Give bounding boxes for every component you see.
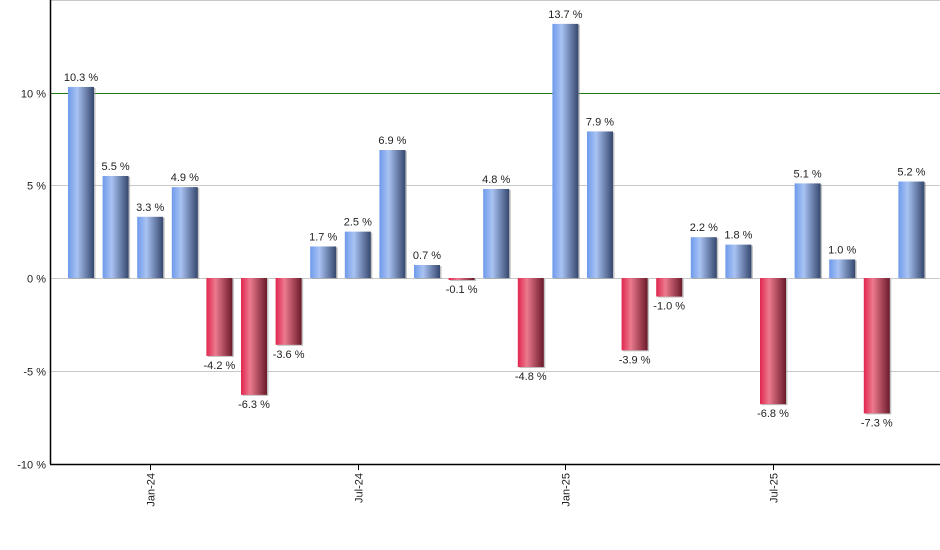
bar-value-label: 10.3 % bbox=[64, 72, 98, 84]
bar bbox=[483, 188, 510, 278]
bar-value-label: -3.6 % bbox=[273, 349, 305, 361]
bar-value-label: -6.3 % bbox=[238, 399, 270, 411]
bar-value-label: 3.3 % bbox=[136, 202, 164, 214]
bar-value-label: 13.7 % bbox=[548, 9, 582, 21]
bar-value-label: -4.8 % bbox=[515, 371, 547, 383]
bar bbox=[552, 23, 579, 278]
axes: -10 % -5 % 0 % 5 % 10 % Jan-24 Jul-24 Jan-25 Jul… bbox=[17, 0, 940, 507]
bar bbox=[656, 278, 683, 297]
bar-value-label: -4.2 % bbox=[204, 360, 236, 372]
bar bbox=[68, 86, 94, 278]
bar bbox=[690, 237, 717, 278]
x-tick-label: Jan-25 bbox=[561, 473, 573, 507]
bar-value-label: 2.2 % bbox=[690, 222, 718, 234]
bar bbox=[863, 278, 890, 414]
bar-value-label: -6.8 % bbox=[757, 408, 789, 420]
bar-value-label: 1.8 % bbox=[724, 230, 752, 242]
bar bbox=[310, 246, 337, 278]
bar-value-label: 5.5 % bbox=[102, 161, 130, 173]
bar-value-label: 2.5 % bbox=[344, 217, 372, 229]
bar bbox=[621, 278, 648, 351]
bar bbox=[794, 183, 821, 278]
bar-value-label: 1.0 % bbox=[828, 244, 856, 256]
bar-value-label: -1.0 % bbox=[653, 301, 685, 313]
bar-value-label: 1.7 % bbox=[309, 231, 337, 243]
y-tick-label: 10 % bbox=[21, 89, 46, 101]
bar bbox=[517, 278, 544, 368]
bar bbox=[414, 265, 440, 278]
bar bbox=[760, 278, 786, 405]
bar bbox=[587, 131, 613, 278]
y-tick-label: -5 % bbox=[23, 367, 46, 379]
x-tick-label: Jul-24 bbox=[354, 473, 366, 503]
bar-value-label: 5.1 % bbox=[794, 168, 822, 180]
bar-value-label: 7.9 % bbox=[586, 116, 614, 128]
bar bbox=[102, 175, 129, 278]
bar bbox=[275, 278, 302, 345]
bar-value-label: 6.9 % bbox=[378, 135, 406, 147]
y-tick-label: -10 % bbox=[17, 460, 46, 472]
bar bbox=[171, 187, 198, 278]
bar-value-label: 4.8 % bbox=[482, 174, 510, 186]
bar-value-label: 4.9 % bbox=[171, 172, 199, 184]
bar bbox=[725, 244, 752, 278]
bar-value-label: 5.2 % bbox=[897, 167, 925, 179]
bar bbox=[137, 216, 164, 278]
bar bbox=[344, 231, 371, 278]
bar bbox=[206, 278, 233, 356]
bar bbox=[379, 150, 406, 278]
x-tick-label: Jan-24 bbox=[146, 473, 158, 507]
bar bbox=[448, 278, 475, 280]
bar-value-label: 0.7 % bbox=[413, 250, 441, 262]
bar bbox=[898, 181, 925, 278]
y-tick-label: 0 % bbox=[27, 274, 46, 286]
y-tick-label: 5 % bbox=[27, 181, 46, 193]
bar-value-label: -7.3 % bbox=[861, 417, 893, 429]
bar-series: 10.3 % 5.5 % 3.3 % 4.9 % -4.2 % -6.3 % -3.6 % 1… bbox=[64, 9, 926, 429]
bar-value-label: -0.1 % bbox=[446, 284, 478, 296]
bar bbox=[829, 259, 856, 278]
bar-value-label: -3.9 % bbox=[619, 354, 651, 366]
x-tick-label: Jul-25 bbox=[769, 473, 781, 503]
bar bbox=[241, 278, 267, 395]
